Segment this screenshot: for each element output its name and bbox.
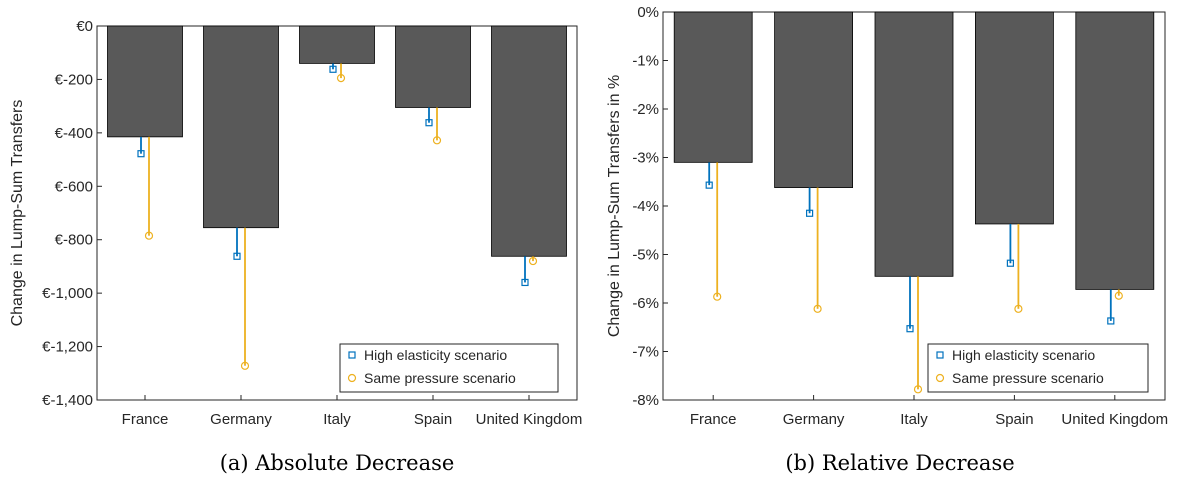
- y-tick-label: -6%: [632, 295, 659, 312]
- point-same-pressure-scenario-italy: [336, 73, 346, 83]
- x-tick-label-germany: Germany: [210, 411, 272, 428]
- legend-circle-icon: [347, 373, 357, 383]
- bar-france: [673, 11, 753, 163]
- y-tick-label: €0: [76, 18, 93, 35]
- x-tick-label-united-kingdom: United Kingdom: [1061, 411, 1168, 428]
- point-high-elasticity-scenario-spain: [425, 119, 433, 127]
- caption: (b) Relative Decrease: [785, 451, 1014, 475]
- x-tick-label-spain: Spain: [414, 411, 452, 428]
- legend-box: [339, 343, 559, 393]
- point-high-elasticity-scenario-spain: [1006, 259, 1015, 267]
- bars: [673, 11, 1155, 290]
- y-tick-label: €-800: [55, 232, 93, 249]
- legend: High elasticity scenario Same pressure s…: [927, 343, 1149, 393]
- y-tick-label: -5%: [632, 247, 659, 264]
- legend-box: [927, 343, 1149, 393]
- point-same-pressure-scenario-france: [713, 292, 722, 301]
- point-same-pressure-scenario-france: [144, 231, 154, 240]
- point-same-pressure-scenario-germany: [813, 304, 822, 313]
- y-tick-label: €-1,200: [42, 339, 93, 356]
- x-tick-label-spain: Spain: [995, 411, 1033, 428]
- bar-spain: [975, 11, 1054, 225]
- legend: High elasticity scenario Same pressure s…: [339, 343, 559, 393]
- bar-spain: [395, 25, 471, 108]
- legend-label-same-pressure: Same pressure scenario: [364, 370, 516, 386]
- panel-absolute-decrease: €0 €-200 €-400 €-600 €-800 €-1,000 €-1,200 €-1,…: [9, 18, 582, 475]
- point-same-pressure-scenario-italy: [913, 385, 923, 394]
- x-tick-label-italy: Italy: [323, 411, 351, 428]
- y-tick-label: -8%: [632, 392, 659, 409]
- point-high-elasticity-scenario-france: [705, 181, 713, 189]
- legend-label-high-elasticity: High elasticity scenario: [364, 347, 507, 363]
- legend-label-high-elasticity: High elasticity scenario: [952, 347, 1095, 363]
- point-high-elasticity-scenario-italy: [329, 65, 337, 73]
- y-tick-label: €-200: [55, 71, 93, 88]
- x-tick-label-italy: Italy: [900, 411, 928, 428]
- bars: [107, 25, 567, 257]
- y-tick-label: -3%: [632, 150, 659, 167]
- legend-square-icon: [348, 351, 356, 359]
- point-high-elasticity-scenario-france: [137, 150, 145, 158]
- legend-label-same-pressure: Same pressure scenario: [952, 370, 1104, 386]
- y-tick-label: -4%: [632, 198, 659, 215]
- y-tick-label: 0%: [637, 4, 659, 21]
- caption: (a) Absolute Decrease: [220, 451, 455, 475]
- y-tick-label: €-1,000: [42, 285, 93, 302]
- x-axis-ticks: France Germany Italy Spain United Kingdom: [122, 395, 583, 428]
- point-high-elasticity-scenario-italy: [906, 325, 914, 333]
- point-high-elasticity-scenario-united-kingdom: [1107, 317, 1115, 325]
- point-high-elasticity-scenario-germany: [805, 209, 814, 217]
- point-high-elasticity-scenario-united-kingdom: [521, 278, 529, 287]
- bar-france: [107, 25, 183, 138]
- y-axis-ticks: €0 €-200 €-400 €-600 €-800 €-1,000 €-1,200 €-1,…: [42, 18, 102, 409]
- point-same-pressure-scenario-spain: [432, 136, 442, 145]
- y-tick-label: -2%: [632, 101, 659, 118]
- y-tick-label: -7%: [632, 344, 659, 361]
- x-tick-label-france: France: [690, 411, 737, 428]
- point-same-pressure-scenario-united-kingdom: [1114, 291, 1123, 300]
- y-axis-ticks: 0% -1% -2% -3% -4% -5% -6% -7% -8%: [632, 4, 668, 409]
- x-tick-label-germany: Germany: [783, 411, 845, 428]
- point-high-elasticity-scenario-germany: [233, 252, 241, 260]
- legend-square-icon: [936, 351, 944, 359]
- bar-germany: [203, 25, 279, 229]
- bar-italy: [299, 25, 375, 64]
- bar-italy: [874, 11, 954, 277]
- point-same-pressure-scenario-germany: [240, 361, 250, 370]
- point-same-pressure-scenario-spain: [1014, 304, 1023, 313]
- scenario-stems: [705, 162, 1123, 394]
- bar-united-kingdom: [491, 25, 567, 257]
- panel-relative-decrease: 0% -1% -2% -3% -4% -5% -6% -7% -8% France Germany…: [606, 4, 1168, 475]
- point-same-pressure-scenario-united-kingdom: [528, 256, 538, 266]
- x-tick-label-united-kingdom: United Kingdom: [476, 411, 583, 428]
- scenario-stems: [137, 63, 538, 370]
- legend-circle-icon: [935, 373, 945, 383]
- y-tick-label: €-400: [55, 125, 93, 142]
- y-axis-label: Change in Lump-Sum Transfers: [9, 100, 26, 327]
- y-tick-label: €-600: [55, 178, 93, 195]
- y-axis-label: Change in Lump-Sum Transfers in %: [606, 75, 623, 337]
- bar-united-kingdom: [1075, 11, 1155, 290]
- bar-germany: [774, 11, 853, 188]
- x-axis-ticks: France Germany Italy Spain United Kingdom: [690, 395, 1168, 428]
- y-tick-label: -1%: [632, 53, 659, 70]
- y-tick-label: €-1,400: [42, 392, 93, 409]
- x-tick-label-france: France: [122, 411, 169, 428]
